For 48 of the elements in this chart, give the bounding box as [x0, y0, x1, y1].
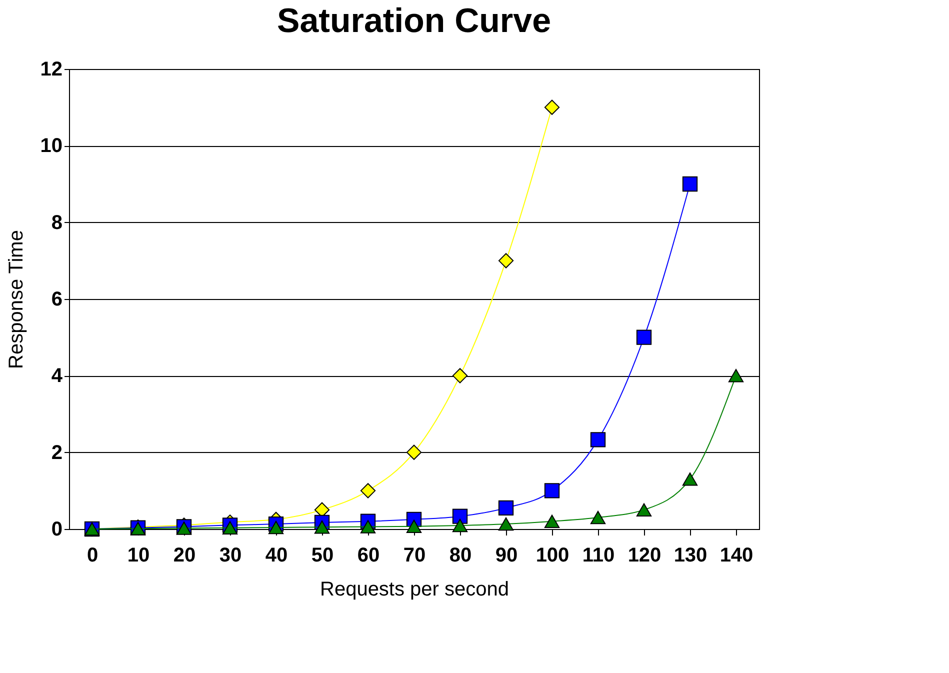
point: [498, 253, 514, 268]
chart-title: Saturation Curve: [277, 2, 551, 40]
x-tick-label: 130: [674, 544, 708, 566]
point: [728, 369, 744, 382]
point: [314, 520, 330, 534]
point: [544, 483, 560, 498]
x-tick-label: 110: [582, 544, 615, 566]
x-tick-label: 100: [536, 544, 570, 566]
x-tick-label: 90: [495, 544, 518, 566]
x-tick-label: 50: [311, 544, 334, 566]
y-tick-label: 8: [51, 212, 62, 234]
point: [590, 510, 606, 524]
y-tick-label: 2: [51, 442, 62, 464]
point: [452, 508, 468, 524]
x-tick-label: 40: [265, 544, 288, 566]
point: [682, 472, 698, 486]
point: [360, 520, 376, 534]
point: [544, 514, 560, 528]
point: [406, 444, 422, 460]
y-tick-label: 6: [51, 288, 62, 310]
x-tick-label: 140: [720, 544, 754, 566]
point: [222, 521, 238, 534]
point: [268, 520, 284, 534]
x-axis-title: Requests per second: [320, 578, 510, 600]
point: [636, 330, 652, 345]
y-tick-label: 0: [51, 518, 62, 540]
x-tick-label: 80: [449, 544, 472, 566]
point: [406, 520, 422, 533]
point: [498, 500, 514, 516]
y-tick-label: 4: [51, 365, 64, 388]
point: [590, 432, 606, 448]
point: [360, 483, 376, 498]
y-axis-title: Response Time: [5, 230, 28, 369]
x-tick-label: 70: [403, 544, 426, 566]
x-tick-label: 30: [219, 544, 242, 566]
x-tick-label: 120: [628, 544, 662, 566]
x-tick-label: 60: [357, 544, 380, 566]
x-tick-label: 10: [127, 544, 150, 566]
point: [452, 518, 468, 532]
y-tick-label: 12: [40, 58, 62, 80]
point: [636, 503, 652, 516]
x-tick-label: 0: [86, 544, 98, 566]
point: [682, 176, 698, 192]
y-tick-label: 10: [40, 135, 62, 158]
x-tick-label: 20: [173, 544, 196, 566]
point: [452, 368, 468, 384]
point: [544, 100, 560, 115]
point: [498, 517, 514, 531]
